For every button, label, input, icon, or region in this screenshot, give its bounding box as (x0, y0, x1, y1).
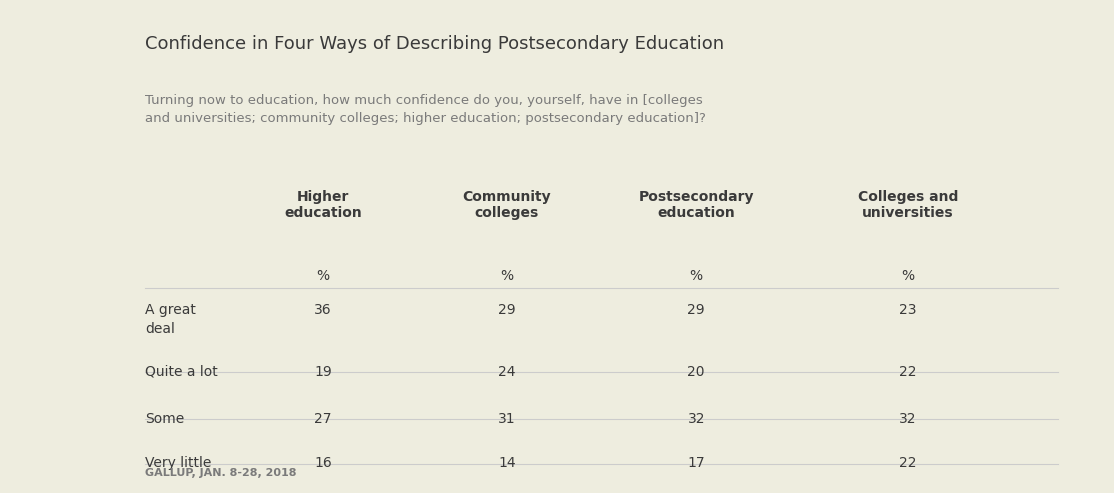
Text: Confidence in Four Ways of Describing Postsecondary Education: Confidence in Four Ways of Describing Po… (145, 35, 724, 53)
Text: 29: 29 (687, 303, 705, 317)
Text: %: % (901, 269, 915, 282)
Text: 20: 20 (687, 365, 705, 379)
Text: Turning now to education, how much confidence do you, yourself, have in [college: Turning now to education, how much confi… (145, 94, 705, 125)
Text: 22: 22 (899, 456, 917, 470)
Text: A great
deal: A great deal (145, 303, 196, 336)
Text: 14: 14 (498, 456, 516, 470)
Text: %: % (500, 269, 514, 282)
Text: Higher
education: Higher education (284, 190, 362, 220)
Text: 19: 19 (314, 365, 332, 379)
Text: 36: 36 (314, 303, 332, 317)
Text: Quite a lot: Quite a lot (145, 365, 217, 379)
Text: 27: 27 (314, 412, 332, 425)
Text: 29: 29 (498, 303, 516, 317)
Text: %: % (316, 269, 330, 282)
Text: %: % (690, 269, 703, 282)
Text: 17: 17 (687, 456, 705, 470)
Text: 31: 31 (498, 412, 516, 425)
Text: 32: 32 (687, 412, 705, 425)
Text: 24: 24 (498, 365, 516, 379)
Text: Some: Some (145, 412, 184, 425)
Text: Community
colleges: Community colleges (462, 190, 551, 220)
Text: GALLUP, JAN. 8-28, 2018: GALLUP, JAN. 8-28, 2018 (145, 468, 296, 478)
Text: 32: 32 (899, 412, 917, 425)
Text: 23: 23 (899, 303, 917, 317)
Text: Colleges and
universities: Colleges and universities (858, 190, 958, 220)
Text: Very little: Very little (145, 456, 212, 470)
Text: Postsecondary
education: Postsecondary education (638, 190, 754, 220)
Text: 22: 22 (899, 365, 917, 379)
Text: 16: 16 (314, 456, 332, 470)
